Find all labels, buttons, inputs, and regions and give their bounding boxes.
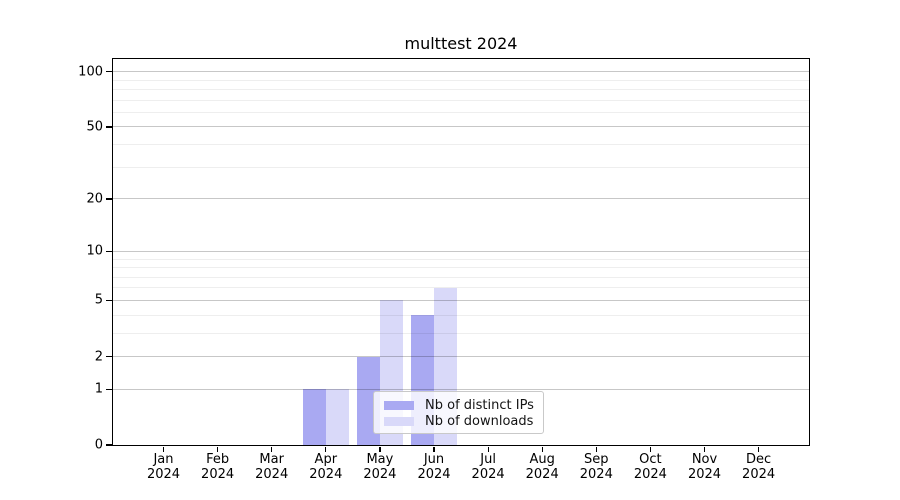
month-name: Sep — [584, 452, 609, 467]
month-year: 2024 — [579, 467, 613, 482]
gridline-60 — [113, 111, 809, 113]
month-name: Nov — [691, 452, 718, 467]
y-tick-mark-100 — [105, 71, 112, 73]
x-tick-label-jan: Jan 2024 — [134, 452, 194, 482]
x-tick-label-nov: Nov 2024 — [675, 452, 735, 482]
month-year: 2024 — [471, 467, 505, 482]
gridline-30 — [113, 166, 809, 168]
gridline-7 — [113, 276, 809, 278]
month-year: 2024 — [525, 467, 559, 482]
month-year: 2024 — [201, 467, 235, 482]
gridline-40 — [113, 144, 809, 146]
gridline-100 — [113, 71, 809, 73]
x-tick-mark-dec — [758, 446, 760, 452]
y-tick-mark-10 — [105, 250, 112, 252]
bar-downloads-apr — [325, 389, 349, 445]
x-tick-label-feb: Feb 2024 — [188, 452, 248, 482]
x-tick-label-aug: Aug 2024 — [512, 452, 572, 482]
y-tick-label-50: 50 — [86, 119, 103, 135]
legend-swatch-distinct-ips — [384, 400, 414, 410]
month-year: 2024 — [687, 467, 722, 482]
x-tick-mark-mar — [271, 446, 273, 452]
month-year: 2024 — [417, 467, 451, 482]
x-tick-mark-oct — [649, 446, 652, 452]
gridline-50 — [113, 126, 809, 128]
y-tick-label-1: 1 — [94, 381, 103, 397]
month-year: 2024 — [633, 467, 667, 482]
gridline-9 — [113, 258, 809, 260]
chart-title: multtest 2024 — [404, 34, 518, 53]
gridline-4 — [113, 314, 809, 316]
bar-distinct-ips-apr — [302, 389, 326, 445]
gridline-6 — [113, 287, 809, 289]
x-tick-mark-nov — [703, 446, 706, 452]
legend-swatch-downloads — [384, 416, 414, 426]
month-name: Mar — [259, 452, 284, 467]
month-year: 2024 — [309, 467, 343, 482]
legend-row-downloads: Nb of downloads — [384, 414, 535, 429]
legend-label-distinct-ips: Nb of distinct IPs — [425, 397, 534, 413]
x-tick-label-dec: Dec 2024 — [729, 452, 789, 482]
y-tick-label-20: 20 — [86, 191, 103, 207]
gridline-8 — [113, 267, 809, 269]
y-tick-mark-2 — [105, 355, 112, 358]
gridline-2 — [113, 356, 809, 358]
y-tick-label-2: 2 — [94, 349, 103, 365]
x-tick-label-jul: Jul 2024 — [458, 452, 518, 482]
month-name: Apr — [314, 452, 338, 467]
y-tick-label-100: 100 — [78, 64, 103, 80]
month-name: Feb — [206, 452, 230, 467]
x-tick-mark-feb — [217, 446, 219, 452]
x-tick-mark-aug — [541, 446, 543, 452]
plot-area: Nb of distinct IPs Nb of downloads — [112, 58, 810, 446]
x-tick-mark-jan — [162, 446, 165, 452]
y-tick-mark-5 — [105, 299, 112, 302]
month-year: 2024 — [255, 467, 289, 482]
gridline-1 — [113, 388, 809, 390]
y-tick-mark-1 — [105, 388, 112, 391]
x-tick-mark-may — [379, 446, 381, 452]
month-name: Oct — [639, 452, 662, 467]
month-year: 2024 — [742, 467, 776, 482]
x-tick-mark-jul — [487, 446, 489, 452]
x-tick-label-jun: Jun 2024 — [404, 452, 464, 482]
month-name: Dec — [746, 452, 772, 467]
gridline-80 — [113, 88, 809, 90]
legend-label-downloads: Nb of downloads — [425, 413, 534, 429]
month-name: Jun — [423, 452, 445, 467]
x-tick-label-sep: Sep 2024 — [566, 452, 626, 482]
gridline-5 — [113, 299, 809, 301]
month-name: Aug — [529, 452, 555, 467]
gridline-10 — [113, 250, 809, 252]
month-name: Jan — [153, 452, 174, 467]
y-tick-label-10: 10 — [86, 243, 103, 259]
y-tick-mark-20 — [105, 198, 112, 200]
month-name: Jul — [480, 452, 496, 467]
y-tick-mark-50 — [105, 126, 112, 128]
legend-row-distinct-ips: Nb of distinct IPs — [384, 398, 535, 413]
gridline-20 — [113, 198, 809, 200]
month-name: May — [366, 452, 394, 467]
x-tick-mark-sep — [595, 446, 597, 452]
x-tick-label-mar: Mar 2024 — [242, 452, 302, 482]
month-year: 2024 — [363, 467, 397, 482]
y-tick-mark-0 — [105, 444, 112, 446]
gridline-3 — [113, 332, 809, 334]
legend: Nb of distinct IPs Nb of downloads — [373, 391, 544, 434]
gridline-90 — [113, 79, 809, 81]
y-tick-label-5: 5 — [94, 292, 103, 308]
y-tick-label-0: 0 — [94, 437, 103, 453]
month-year: 2024 — [146, 467, 181, 482]
x-tick-label-apr: Apr 2024 — [296, 452, 356, 482]
x-tick-label-oct: Oct 2024 — [620, 452, 680, 482]
gridline-70 — [113, 99, 809, 101]
x-tick-mark-jun — [433, 446, 435, 452]
x-tick-mark-apr — [325, 446, 327, 452]
x-tick-label-may: May 2024 — [350, 452, 410, 482]
